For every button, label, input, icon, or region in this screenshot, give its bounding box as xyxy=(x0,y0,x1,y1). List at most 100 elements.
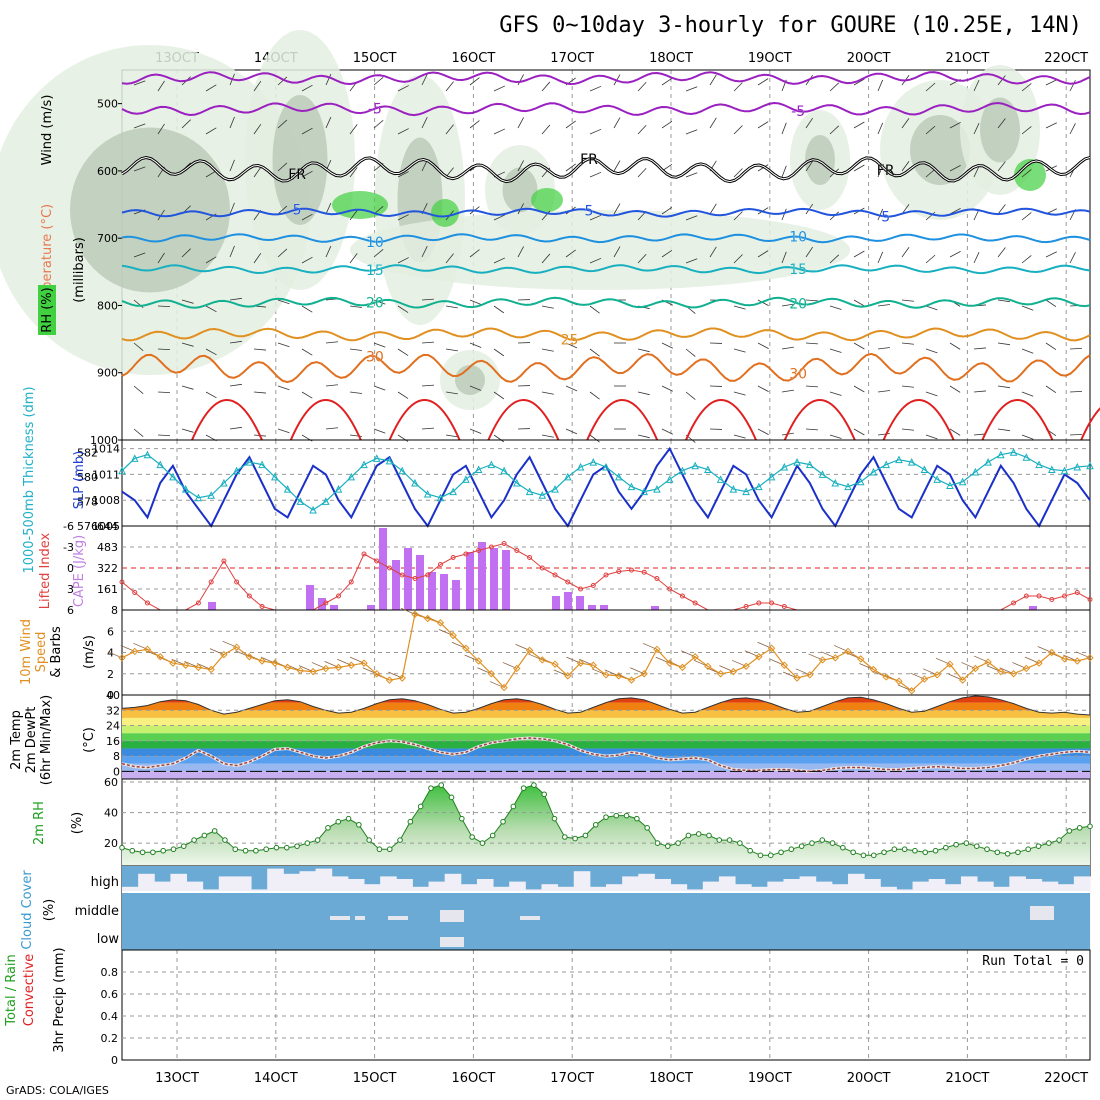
wind-barb xyxy=(829,348,842,353)
rh-marker xyxy=(150,849,156,856)
wind-barb xyxy=(781,208,787,221)
axis-label-text: (millibars) xyxy=(72,237,87,303)
wind-barb xyxy=(853,164,865,172)
li-marker xyxy=(246,593,252,599)
wind-barb xyxy=(445,391,458,395)
wind-barb xyxy=(565,163,576,172)
wind-barb xyxy=(613,246,621,258)
cloud-clear-cell xyxy=(670,884,688,892)
wind-speed-marker xyxy=(220,650,228,659)
wind-barb xyxy=(901,342,914,345)
wind-barb xyxy=(589,85,602,92)
cloud-clear-cell xyxy=(283,873,300,892)
axis-label-text: (m/s) xyxy=(82,635,97,669)
thickness-marker xyxy=(283,485,292,493)
wind-barb xyxy=(805,385,818,388)
wind-barb xyxy=(781,346,794,350)
thickness-marker xyxy=(882,460,891,469)
rh-marker xyxy=(891,846,898,853)
thickness-marker xyxy=(958,477,967,486)
cloud-clear-cell xyxy=(686,889,704,892)
isotherm-line xyxy=(121,71,1091,86)
cloud-level-label: high xyxy=(91,875,119,890)
wind-speed-marker xyxy=(576,659,585,667)
cape-bar xyxy=(379,528,387,610)
y-tick-label: 900 xyxy=(97,367,118,380)
wind-barb xyxy=(133,385,144,395)
cape-bar xyxy=(367,605,375,610)
wind-barb xyxy=(301,170,313,178)
thickness-marker xyxy=(767,472,776,481)
cloud-clear-patch xyxy=(440,910,464,922)
wind-barb xyxy=(157,252,165,264)
wind-barb xyxy=(181,248,191,258)
wind-barb xyxy=(277,76,288,86)
wind-barb xyxy=(637,167,647,178)
rh-marker xyxy=(139,849,146,856)
rh-marker xyxy=(706,832,712,839)
li-marker xyxy=(144,600,150,606)
wind-barb xyxy=(853,299,865,307)
cloud-clear-patch xyxy=(330,916,350,920)
cloud-clear-cell xyxy=(444,873,462,892)
wind-barb xyxy=(493,348,505,357)
isotherm-35 xyxy=(191,399,263,441)
wind-barb xyxy=(445,348,458,352)
cloud-clear-cell xyxy=(783,879,801,892)
wind-barb xyxy=(229,297,242,301)
top-x-tick-label: 20OCT xyxy=(847,51,891,66)
thickness-marker xyxy=(755,482,763,491)
thickness-marker xyxy=(232,466,241,475)
wind-speed-marker xyxy=(716,670,725,678)
cape-bar xyxy=(318,598,326,610)
cloud-clear-cell xyxy=(315,868,333,892)
wind-barb xyxy=(565,428,578,435)
wind-barb xyxy=(445,434,458,438)
rh-marker xyxy=(304,840,311,846)
rh-marker xyxy=(1004,850,1011,857)
li-marker xyxy=(450,555,456,560)
wind-barb xyxy=(301,305,313,313)
rh-shade-dark xyxy=(502,167,538,213)
wind-barb xyxy=(733,82,743,92)
wind-speed-marker xyxy=(844,647,852,656)
y-tick-label: 700 xyxy=(97,232,118,245)
wind-barb xyxy=(781,303,794,307)
thickness-line xyxy=(121,451,1091,511)
rh-shade-dark xyxy=(910,115,970,185)
rh-marker xyxy=(922,849,929,856)
wind-barb xyxy=(253,166,262,178)
wind-speed-marker xyxy=(818,656,827,664)
li-marker xyxy=(336,593,342,599)
cloud-clear-cell xyxy=(154,881,171,892)
thickness-marker xyxy=(309,505,317,514)
cape-bar xyxy=(651,606,659,610)
wind-barb xyxy=(925,391,938,397)
bottom-x-tick-label: 18OCT xyxy=(649,1071,693,1086)
li-marker xyxy=(590,583,596,588)
wind-barb xyxy=(1021,126,1032,135)
wind-speed-marker xyxy=(474,657,483,665)
wind-speed-marker xyxy=(640,670,648,678)
isotherm-label: 15 xyxy=(789,262,807,278)
isotherm-35 xyxy=(783,399,856,441)
rh-marker xyxy=(798,843,805,849)
wind-barb xyxy=(589,128,602,135)
thickness-tick-label: 576 xyxy=(77,520,98,533)
temp-tick-label: 8 xyxy=(113,750,120,763)
wind-barb xyxy=(925,82,936,92)
wind-barb xyxy=(277,299,290,305)
wind-barb xyxy=(589,305,600,314)
cloud-clear-cell xyxy=(1057,884,1075,892)
wind-barb xyxy=(157,123,165,135)
rh-marker xyxy=(510,803,517,810)
thickness-marker xyxy=(181,485,190,493)
wind-barb xyxy=(205,84,217,92)
rh-marker xyxy=(1076,825,1083,831)
wind-barb xyxy=(349,124,358,135)
li-marker xyxy=(565,579,571,585)
axis-label: Convective xyxy=(22,954,37,1027)
thickness-marker xyxy=(907,457,916,466)
cloud-panel: high middle low Cloud Cover (%) xyxy=(20,865,1091,951)
wind-speed-marker xyxy=(385,676,394,684)
